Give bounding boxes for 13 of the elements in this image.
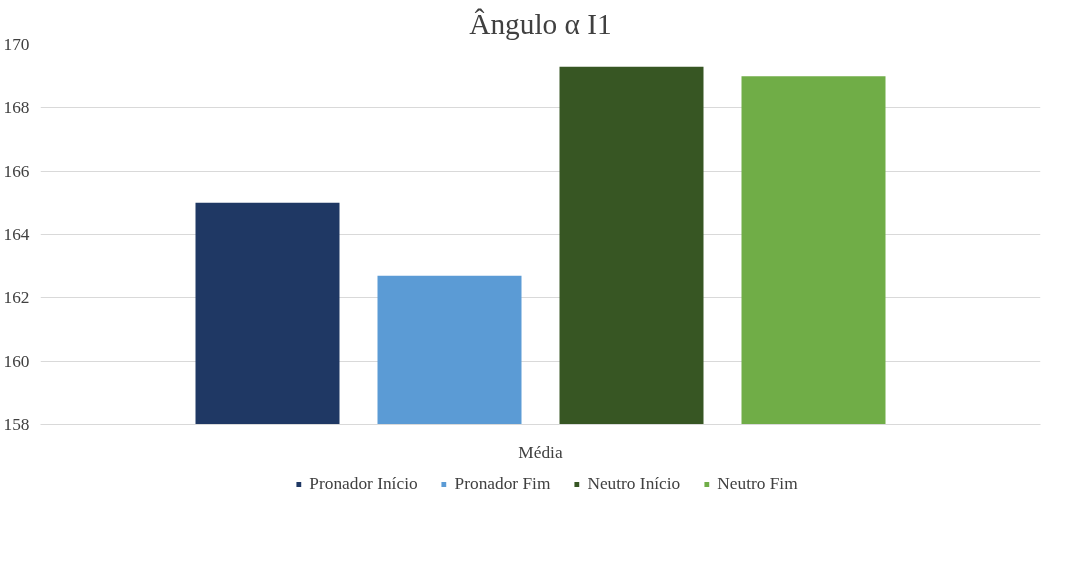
y-tick-label: 166 [3,161,30,181]
legend-label: Pronador Início [309,474,418,494]
y-tick-label: 160 [3,351,30,371]
x-tick-label: Média [518,442,563,462]
y-tick-label: 162 [3,288,30,308]
legend-label: Neutro Fim [717,474,798,494]
legend-label: Neutro Início [587,474,681,494]
legend-label: Pronador Fim [454,474,551,494]
chart-title: Ângulo α I1 [469,7,612,40]
y-tick-label: 170 [3,35,30,54]
y-tick-label: 164 [3,225,30,244]
y-tick-label: 168 [3,98,30,118]
y-tick-label: 158 [3,415,30,434]
